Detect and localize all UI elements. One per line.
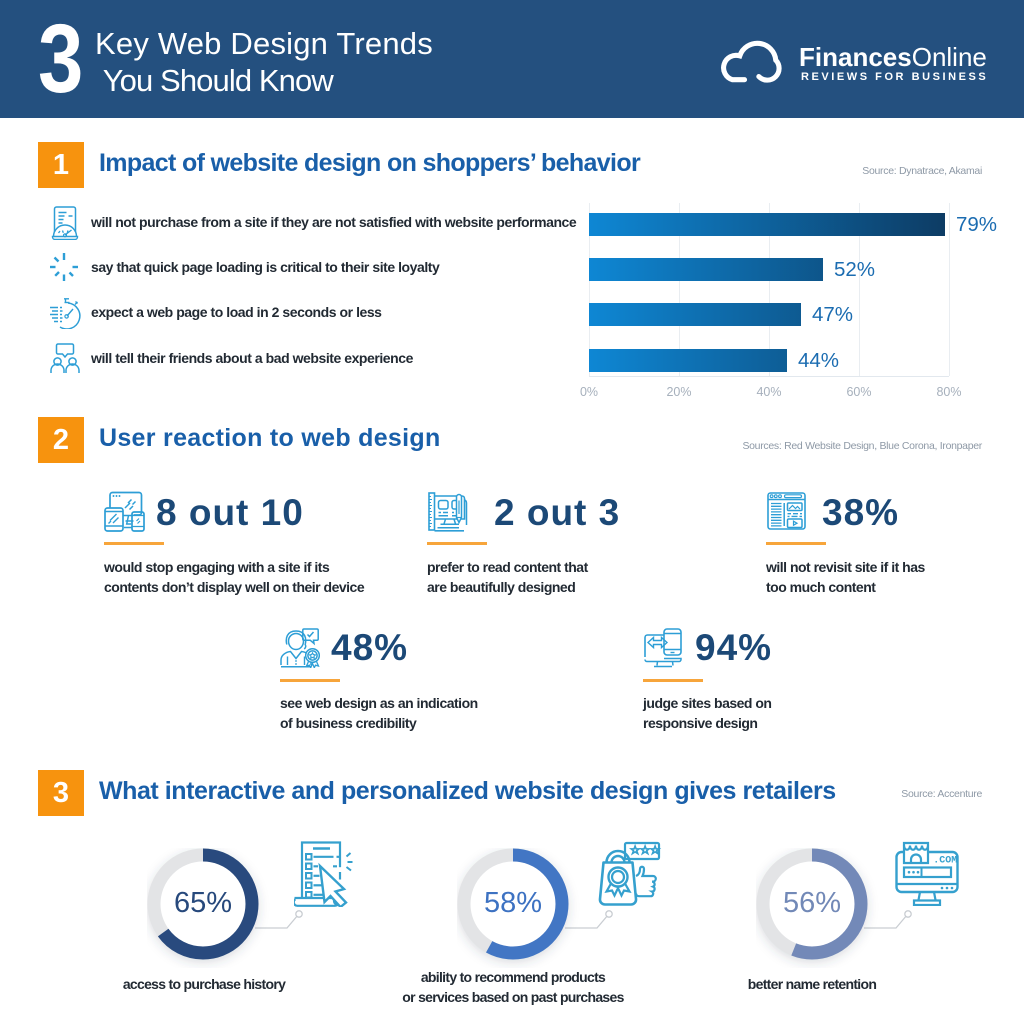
svg-text:.COM: .COM: [933, 856, 957, 867]
